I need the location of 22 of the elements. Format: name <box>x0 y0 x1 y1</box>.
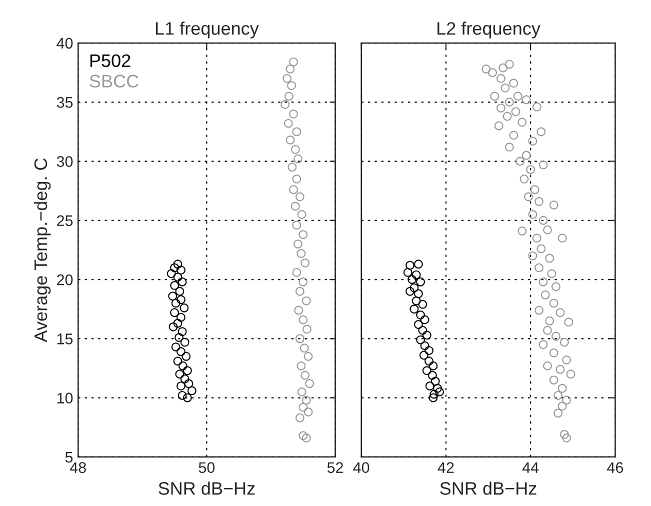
x-axis-title: SNR dB−Hz <box>158 482 255 495</box>
chart-title: L2 frequency <box>438 22 540 38</box>
y-tick-label: 40 <box>56 38 73 49</box>
x-tick-label: 44 <box>522 462 539 473</box>
x-tick-label: 46 <box>607 462 624 473</box>
y-tick-label: 30 <box>56 156 73 167</box>
y-axis-title: Average Temp.−deg. C <box>34 158 51 342</box>
x-tick-label: 48 <box>70 462 86 473</box>
x-tick-label: 52 <box>327 462 343 473</box>
x-tick-label: 50 <box>198 462 215 473</box>
x-tick-label: 40 <box>353 462 370 473</box>
y-tick-label: 20 <box>57 274 73 286</box>
text: P502 <box>90 54 130 68</box>
y-tick-label: 5 <box>65 452 73 463</box>
y-tick-label: 15 <box>57 334 73 344</box>
y-tick-label: 35 <box>56 97 73 108</box>
chart-title: L1 frequency <box>156 22 259 38</box>
text: SBCC <box>90 74 138 88</box>
x-axis-title: SNR dB−Hz <box>440 482 536 495</box>
y-tick-label: 25 <box>57 215 73 226</box>
y-tick-label: 10 <box>57 392 73 404</box>
x-tick-label: 42 <box>438 462 454 473</box>
